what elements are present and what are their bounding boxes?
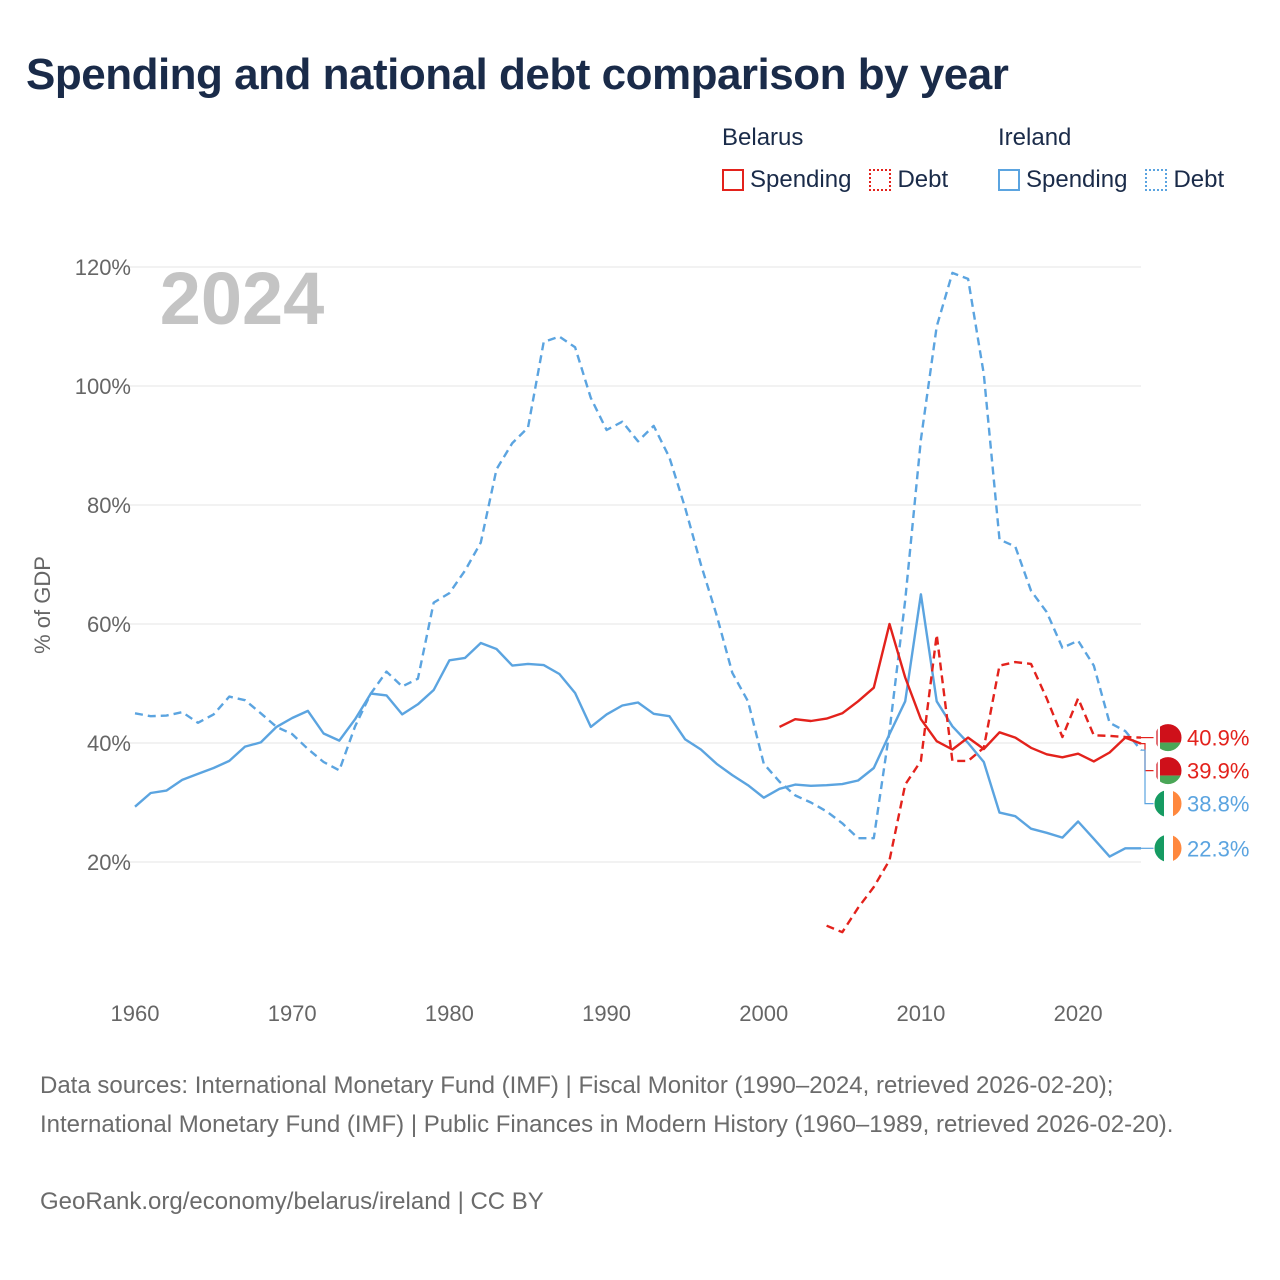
flag-fill <box>1154 723 1182 752</box>
ireland-flag-icon <box>1153 833 1183 863</box>
legend-belarus-title: Belarus <box>722 124 804 151</box>
flag-band-green <box>1154 775 1182 785</box>
end-value-label: 40.9% <box>1187 726 1249 751</box>
legend-belarus-debt-label: Debt <box>897 166 949 193</box>
flag-border <box>1153 833 1183 863</box>
x-axis-ticks: 1960 1970 1980 1990 2000 2010 2020 <box>111 1001 1103 1026</box>
flag-band-red <box>1154 756 1182 776</box>
ireland-flag-icon <box>1153 789 1183 819</box>
legend-ireland-debt-label: Debt <box>1173 166 1225 193</box>
ireland-debt-line <box>134 271 1142 840</box>
x-tick-label: 2020 <box>1054 1001 1103 1026</box>
legend-swatch-solid-blue <box>998 169 1020 191</box>
flag-border <box>1153 789 1183 819</box>
legend-ireland-debt[interactable]: Debt <box>1145 166 1224 194</box>
legend-swatch-dotted-red <box>869 169 892 191</box>
flag-stripe-white <box>1164 789 1173 818</box>
flag-stripe-orange <box>1173 834 1182 863</box>
y-tick-label: 20% <box>87 850 131 875</box>
legend-belarus-debt[interactable]: Debt <box>869 166 948 194</box>
x-tick-label: 1980 <box>425 1001 474 1026</box>
legend-ireland-spending-label: Spending <box>1026 166 1128 193</box>
flag-stripe-green <box>1154 834 1164 863</box>
y-tick-label: 100% <box>75 374 131 399</box>
y-axis-ticks: 20% 40% 60% 80% 100% 120% <box>75 255 131 875</box>
x-tick-label: 2010 <box>896 1001 945 1026</box>
end-connector <box>1141 749 1154 805</box>
y-axis-label: % of GDP <box>30 556 55 654</box>
chart-title: Spending and national debt comparison by… <box>26 50 1009 99</box>
legend-ireland: Ireland Spending Debt <box>998 124 1242 194</box>
x-tick-label: 1990 <box>582 1001 631 1026</box>
chart-svg: 2024 20%40%60%80%100%120% 1960 1970 1980 19… <box>30 255 1249 1026</box>
y-tick-label: 60% <box>87 612 131 637</box>
x-tick-label: 2000 <box>739 1001 788 1026</box>
end-value-label: 22.3% <box>1187 836 1249 861</box>
belarus-flag-icon <box>1153 723 1183 753</box>
legend-belarus-spending[interactable]: Spending <box>722 166 851 194</box>
flag-band-red <box>1154 723 1182 743</box>
end-labels: 40.9% 39.9% 38.8% 22.3% <box>1141 723 1249 863</box>
y-tick-label: 120% <box>75 255 131 280</box>
flag-band-green <box>1154 742 1182 752</box>
flag-border <box>1153 756 1183 786</box>
end-value-label: 39.9% <box>1187 759 1249 784</box>
legend-swatch-solid-red <box>722 169 744 191</box>
x-tick-label: 1960 <box>111 1001 160 1026</box>
flag-stripe-green <box>1154 789 1164 818</box>
end-connector <box>1141 742 1154 772</box>
end-value-label: 38.8% <box>1187 792 1249 817</box>
belarus-flag-icon <box>1153 756 1183 786</box>
series-lines <box>134 271 1142 934</box>
x-tick-label: 1970 <box>268 1001 317 1026</box>
y-tick-label: 80% <box>87 493 131 518</box>
flag-fill <box>1154 834 1182 863</box>
belarus-spending-line <box>778 622 1142 763</box>
credit-link[interactable]: GeoRank.org/economy/belarus/ireland | CC… <box>40 1188 544 1215</box>
belarus-debt-line <box>826 633 1142 934</box>
ireland-spending-line <box>134 593 1141 858</box>
data-sources: Data sources: International Monetary Fun… <box>40 1072 1174 1138</box>
gridlines <box>130 266 1141 863</box>
legend-ireland-title: Ireland <box>998 124 1072 151</box>
y-tick-label: 40% <box>87 731 131 756</box>
legend-belarus-spending-label: Spending <box>750 166 852 193</box>
flag-ornament-pattern <box>1156 756 1158 785</box>
flag-fill <box>1154 789 1182 818</box>
flag-fill <box>1154 756 1182 785</box>
year-watermark: 2024 <box>160 257 325 340</box>
legend-belarus: Belarus Spending Debt <box>722 124 966 194</box>
legend-swatch-dotted-blue <box>1145 169 1168 191</box>
flag-border <box>1153 723 1183 753</box>
flag-ornament-pattern <box>1156 723 1158 752</box>
flag-stripe-orange <box>1173 789 1182 818</box>
flag-stripe-white <box>1164 834 1173 863</box>
legend-ireland-spending[interactable]: Spending <box>998 166 1127 194</box>
